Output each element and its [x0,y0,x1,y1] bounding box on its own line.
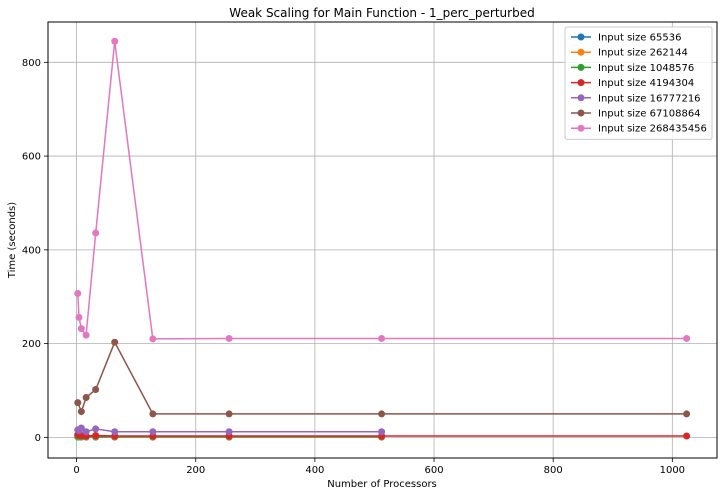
data-point [683,432,691,440]
legend-box [564,26,713,140]
legend-marker [577,33,585,41]
y-tick-label: 200 [22,339,41,350]
legend-label: Input size 16777216 [598,93,701,104]
y-axis-label: Time (seconds) [7,202,18,279]
data-point [77,424,85,432]
axis-ticks: 0 200 400 600 800 1000 0 200 400 600 800 [22,58,685,476]
data-point [82,428,90,436]
y-tick-label: 800 [22,58,41,69]
data-point [378,410,386,418]
data-point [378,334,386,342]
legend-label: Input size 262144 [598,48,688,59]
y-tick-label: 0 [35,433,41,444]
data-point [82,394,90,402]
legend-label: Input size 4194304 [598,78,694,89]
x-axis-label: Number of Processors [327,479,437,490]
legend: Input size 65536 Input size 262144 Input s… [564,26,713,140]
data-point [77,325,85,333]
data-point [111,338,119,346]
y-tick-label: 400 [22,245,41,256]
legend-label: Input size 268435456 [598,124,707,135]
x-tick-label: 0 [73,465,79,476]
data-point [111,37,119,45]
data-point [149,428,157,436]
data-point [149,410,157,418]
data-point [92,431,100,439]
legend-marker [577,79,585,87]
data-point [683,410,691,418]
data-series [74,37,691,441]
x-tick-label: 400 [305,465,324,476]
data-point [74,399,82,407]
data-point [75,313,83,321]
legend-label: Input size 67108864 [598,109,701,120]
x-tick-label: 200 [186,465,205,476]
data-point [225,428,233,436]
data-point [111,428,119,436]
data-point [77,408,85,416]
data-point [92,229,100,237]
data-point [74,289,82,297]
data-point [378,428,386,436]
legend-marker [577,48,585,56]
data-point [225,334,233,342]
data-point [149,335,157,343]
data-point [92,425,100,433]
chart-title: Weak Scaling for Main Function - 1_perc_… [229,6,534,20]
x-tick-label: 1000 [660,465,685,476]
x-tick-label: 600 [424,465,443,476]
series-line [77,41,687,340]
legend-marker [577,94,585,102]
data-point [683,334,691,342]
legend-label: Input size 1048576 [598,63,694,74]
plot-frame [47,21,718,459]
x-tick-label: 800 [544,465,563,476]
data-point [225,410,233,418]
data-point [82,331,90,339]
data-point [92,386,100,394]
legend-marker [577,109,585,117]
legend-label: Input size 65536 [598,33,681,44]
y-tick-label: 600 [22,152,41,163]
legend-marker [577,63,585,71]
legend-marker [577,124,585,132]
